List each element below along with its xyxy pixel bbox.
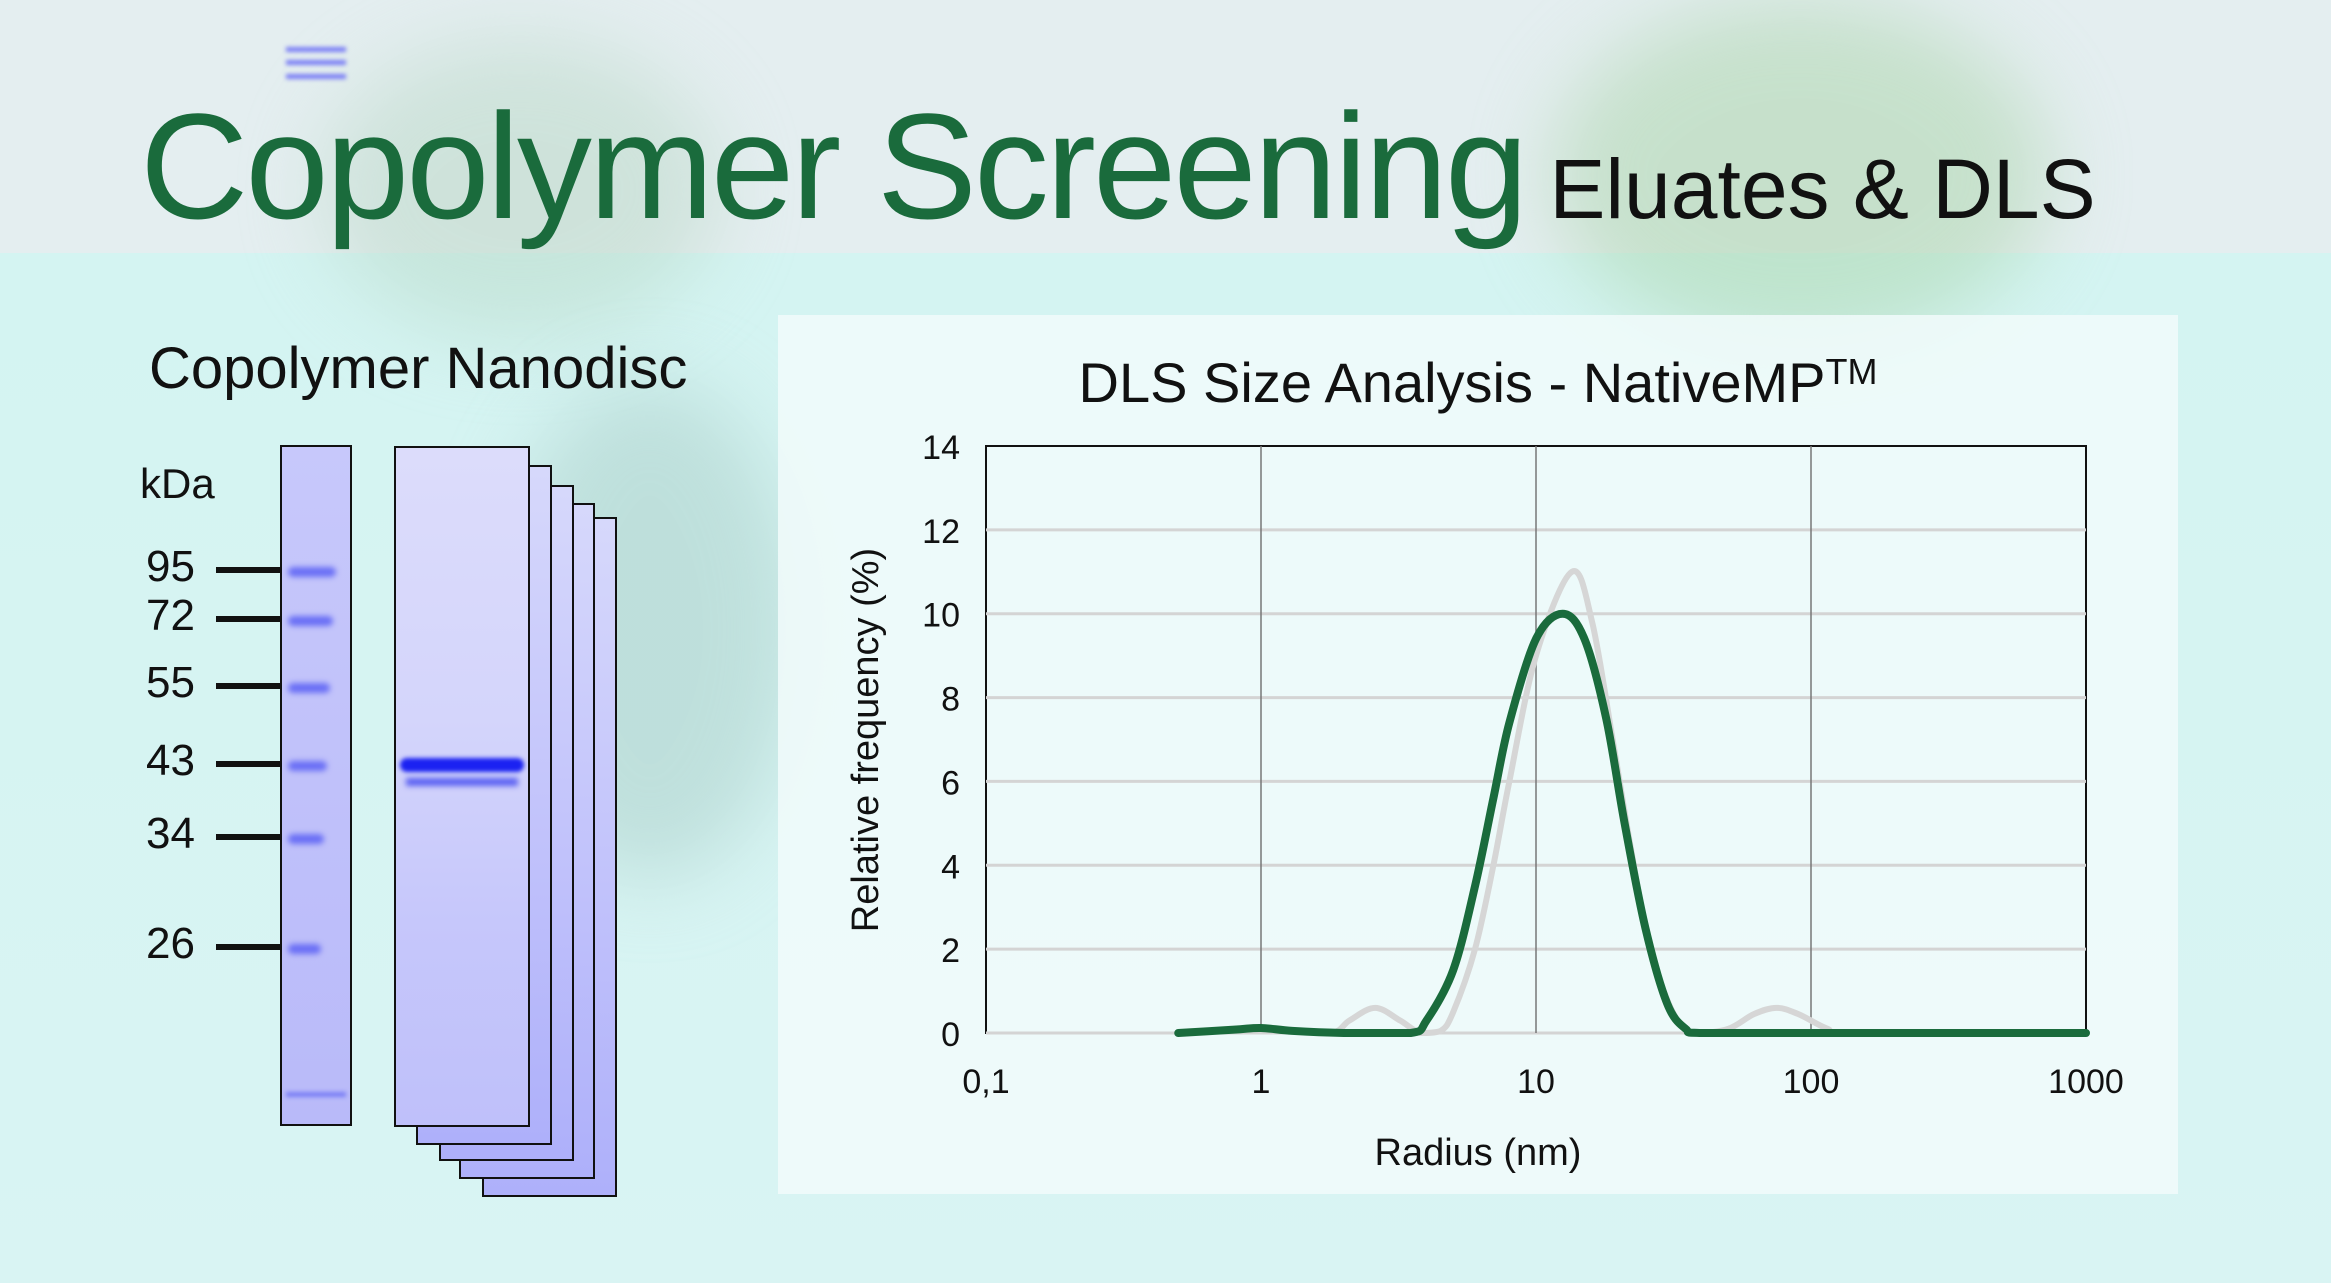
series-line-reference — [1175, 568, 2089, 1036]
marker-label-72: 72 — [146, 591, 195, 640]
y-tick-label: 10 — [922, 597, 960, 635]
marker-label-43: 43 — [146, 736, 195, 785]
dls-chart-panel: DLS Size Analysis - NativeMPTM Radius (n… — [778, 315, 2178, 1194]
gel-band-main — [400, 758, 524, 772]
marker-tick — [216, 683, 280, 689]
marker-band — [288, 567, 336, 577]
y-tick-label: 8 — [941, 681, 960, 719]
marker-tick — [216, 616, 280, 622]
kda-label: kDa — [140, 460, 215, 507]
dls-chart: DLS Size Analysis - NativeMPTM Radius (n… — [845, 351, 2124, 1174]
marker-tick — [216, 944, 280, 950]
marker-label-34: 34 — [146, 809, 195, 858]
marker-tick — [216, 567, 280, 573]
marker-band — [288, 761, 327, 771]
marker-label-55: 55 — [146, 658, 195, 707]
gel-main-lane — [394, 446, 530, 1127]
marker-tick — [216, 834, 280, 840]
background-protein-blob — [320, 40, 720, 340]
marker-band — [288, 944, 321, 954]
y-tick-label: 2 — [941, 932, 960, 970]
title-sub: Eluates & DLS — [1549, 142, 2096, 236]
marker-label-26: 26 — [146, 919, 195, 968]
y-tick-label: 4 — [941, 848, 960, 886]
page-title: Copolymer Screening Eluates & DLS — [140, 80, 2096, 253]
x-axis-label: Radius (nm) — [1375, 1132, 1582, 1174]
marker-tick — [216, 761, 280, 767]
marker-label-95: 95 — [146, 542, 195, 591]
title-main: Copolymer Screening — [140, 82, 1528, 250]
x-tick-label: 1000 — [2048, 1063, 2124, 1101]
y-tick-label: 12 — [922, 513, 960, 551]
marker-band — [286, 1092, 346, 1097]
x-tick-label: 10 — [1517, 1063, 1555, 1101]
marker-band — [286, 74, 346, 79]
gel-marker-lane — [280, 47, 352, 1126]
background-protein-blob — [1550, 0, 2050, 350]
gel-band-secondary — [406, 778, 518, 786]
marker-band — [286, 60, 346, 65]
gel-heading: Copolymer Nanodisc — [149, 336, 688, 401]
chart-title: DLS Size Analysis - NativeMPTM — [1079, 351, 1878, 414]
y-tick-label: 0 — [941, 1016, 960, 1054]
marker-band — [288, 834, 324, 844]
marker-band — [288, 683, 330, 693]
marker-band — [286, 47, 346, 52]
x-tick-label: 1 — [1252, 1063, 1271, 1101]
y-tick-label: 14 — [922, 429, 960, 467]
y-tick-label: 6 — [941, 764, 960, 802]
y-axis-label: Relative frequency (%) — [845, 548, 887, 932]
x-tick-label: 100 — [1783, 1063, 1840, 1101]
x-tick-label: 0,1 — [962, 1063, 1009, 1101]
marker-band — [288, 616, 333, 626]
series-line-nativemp — [1174, 609, 2090, 1037]
